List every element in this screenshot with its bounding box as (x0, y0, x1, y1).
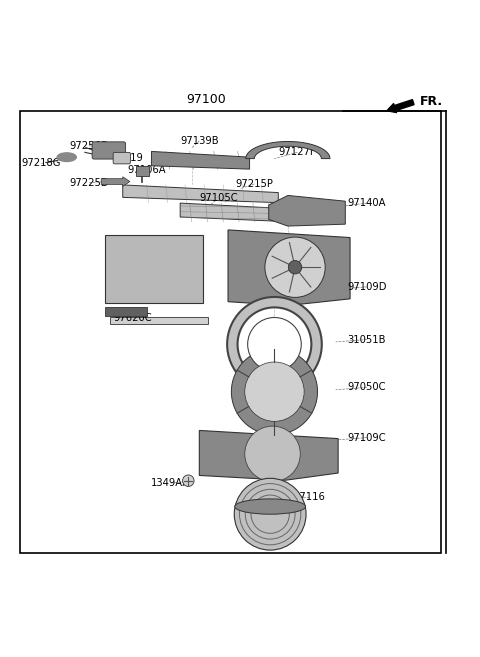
FancyBboxPatch shape (113, 152, 131, 164)
Circle shape (234, 478, 306, 550)
Polygon shape (152, 151, 250, 169)
Circle shape (288, 261, 302, 274)
Text: 97620C: 97620C (113, 313, 152, 323)
Polygon shape (228, 230, 350, 306)
Polygon shape (123, 185, 278, 202)
Circle shape (245, 426, 300, 482)
Bar (110, 317, 208, 324)
Circle shape (245, 362, 304, 421)
Text: 97632B: 97632B (113, 277, 152, 287)
Text: 97109C: 97109C (348, 432, 386, 443)
Text: 97218G: 97218G (22, 158, 61, 168)
Text: 97116: 97116 (293, 493, 325, 503)
Text: 97619: 97619 (111, 152, 144, 163)
Text: 97256D: 97256D (70, 141, 109, 150)
Bar (20, 111, 441, 553)
FancyArrow shape (101, 177, 130, 187)
Text: 97139B: 97139B (180, 136, 218, 146)
Bar (105, 235, 203, 303)
Bar (105, 307, 147, 315)
Polygon shape (180, 203, 290, 222)
Ellipse shape (235, 499, 306, 514)
Circle shape (231, 349, 318, 435)
Text: 97140A: 97140A (348, 198, 386, 208)
Polygon shape (199, 430, 338, 480)
Text: 97215P: 97215P (235, 179, 273, 189)
Text: 31051B: 31051B (348, 334, 386, 344)
Text: 97225D: 97225D (70, 177, 109, 187)
Text: 97109D: 97109D (347, 282, 386, 292)
Polygon shape (246, 141, 330, 158)
Circle shape (265, 237, 325, 298)
Circle shape (248, 317, 301, 371)
FancyBboxPatch shape (92, 142, 126, 159)
Text: 97106A: 97106A (127, 165, 166, 175)
Text: 1349AA: 1349AA (151, 478, 190, 488)
Text: 97100: 97100 (187, 93, 227, 106)
Text: 97050C: 97050C (348, 382, 386, 392)
Ellipse shape (57, 153, 76, 162)
Polygon shape (269, 195, 345, 226)
Bar (136, 166, 149, 176)
Circle shape (182, 475, 194, 486)
Text: FR.: FR. (420, 95, 443, 108)
Text: 97127F: 97127F (278, 147, 316, 158)
FancyArrow shape (387, 100, 414, 112)
Text: 97105C: 97105C (199, 193, 238, 203)
